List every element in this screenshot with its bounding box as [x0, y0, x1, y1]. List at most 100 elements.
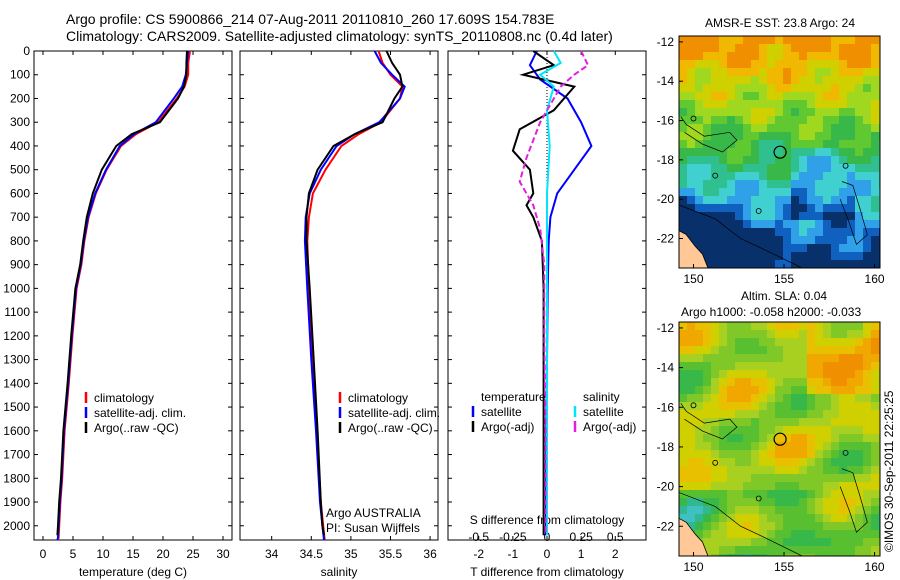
sla-cell: [871, 498, 880, 507]
sst-cell: [759, 132, 768, 141]
island-contour: [842, 449, 849, 456]
sst-cell: [791, 132, 800, 141]
sst-cell: [839, 132, 848, 141]
sst-cell: [759, 52, 768, 61]
sla-cell: [871, 346, 880, 355]
sst-cell: [831, 100, 840, 109]
sla-cell: [871, 426, 880, 435]
sst-cell: [687, 68, 696, 77]
sst-cell: [815, 44, 824, 53]
sla-cell: [703, 442, 712, 451]
sst-cell: [791, 172, 800, 181]
sst-cell: [847, 188, 856, 197]
sst-cell: [711, 100, 720, 109]
argo-position-marker: [773, 145, 787, 159]
sla-cell: [727, 498, 736, 507]
sla-cell: [775, 538, 784, 547]
sla-cell: [847, 322, 856, 331]
sst-cell: [855, 204, 864, 213]
sla-cell: [831, 362, 840, 371]
sst-cell: [719, 244, 728, 253]
sla-cell: [855, 546, 864, 555]
sla-cell: [735, 474, 744, 483]
sla-cell: [775, 362, 784, 371]
sst-cell: [815, 92, 824, 101]
sst-cell: [831, 148, 840, 157]
sst-cell: [855, 172, 864, 181]
sst-cell: [767, 124, 776, 133]
sla-cell: [839, 362, 848, 371]
sst-cell: [831, 212, 840, 221]
sla-cell: [767, 506, 776, 515]
sla-cell: [863, 338, 872, 347]
sla-cell: [831, 458, 840, 467]
sla-cell: [815, 362, 824, 371]
sla-cell: [831, 346, 840, 355]
sst-cell: [703, 52, 712, 61]
sla-cell: [695, 410, 704, 419]
sst-cell: [711, 172, 720, 181]
sst-cell: [703, 76, 712, 85]
salinity-legend-label: satellite-adj. clim.: [348, 406, 440, 420]
island-contour: [690, 402, 697, 409]
sla-cell: [807, 522, 816, 531]
sst-map-title: AMSR-E SST: 23.8 Argo: 24: [705, 16, 855, 30]
sst-cell: [751, 108, 760, 117]
sla-cell: [767, 378, 776, 387]
sla-cell: [823, 418, 832, 427]
sla-cell: [839, 418, 848, 427]
sst-cell: [775, 156, 784, 165]
sla-cell: [719, 554, 728, 556]
depth-tick-label: 1900: [3, 495, 30, 509]
sst-cell: [783, 100, 792, 109]
sla-cell: [815, 338, 824, 347]
sst-cell: [871, 132, 880, 141]
sla-cell: [855, 402, 864, 411]
sst-cell: [863, 60, 872, 69]
sst-cell: [679, 228, 688, 237]
sst-cell: [863, 92, 872, 101]
sst-cell: [711, 180, 720, 189]
sst-cell: [791, 204, 800, 213]
sla-cell: [719, 450, 728, 459]
sst-cell: [727, 236, 736, 245]
sst-cell: [799, 252, 808, 261]
sst-cell: [871, 260, 880, 268]
sst-cell: [799, 140, 808, 149]
sla-cell: [823, 538, 832, 547]
sst-cell: [847, 116, 856, 125]
sla-cell: [871, 338, 880, 347]
sla-cell: [743, 394, 752, 403]
sla-cell: [735, 442, 744, 451]
sst-cell: [719, 188, 728, 197]
temperature-xtick-label: 25: [186, 547, 200, 561]
sst-cell: [855, 124, 864, 133]
sla-cell: [871, 466, 880, 475]
sla-cell: [791, 322, 800, 331]
sla-cell: [863, 530, 872, 539]
sst-cell: [823, 204, 832, 213]
sst-cell: [767, 228, 776, 237]
sst-cell: [783, 76, 792, 85]
map_sla-lon-label: 155: [774, 560, 794, 574]
map_sst-lat-label: -20: [657, 192, 675, 206]
sla-cell: [799, 522, 808, 531]
sst-cell: [687, 132, 696, 141]
sst-cell: [847, 44, 856, 53]
sst-cell: [807, 116, 816, 125]
sla-cell: [783, 378, 792, 387]
sla-cell: [719, 362, 728, 371]
sst-cell: [799, 228, 808, 237]
sst-cell: [831, 76, 840, 85]
temperature-legend-label: satellite-adj. clim.: [94, 406, 186, 420]
sla-cell: [855, 442, 864, 451]
sla-cell: [711, 370, 720, 379]
sla-cell: [791, 418, 800, 427]
sst-cell: [703, 212, 712, 221]
sla-cell: [871, 410, 880, 419]
sla-cell: [815, 530, 824, 539]
sst-cell: [855, 148, 864, 157]
sst-cell: [719, 236, 728, 245]
sla-cell: [727, 330, 736, 339]
sla-cell: [791, 490, 800, 499]
